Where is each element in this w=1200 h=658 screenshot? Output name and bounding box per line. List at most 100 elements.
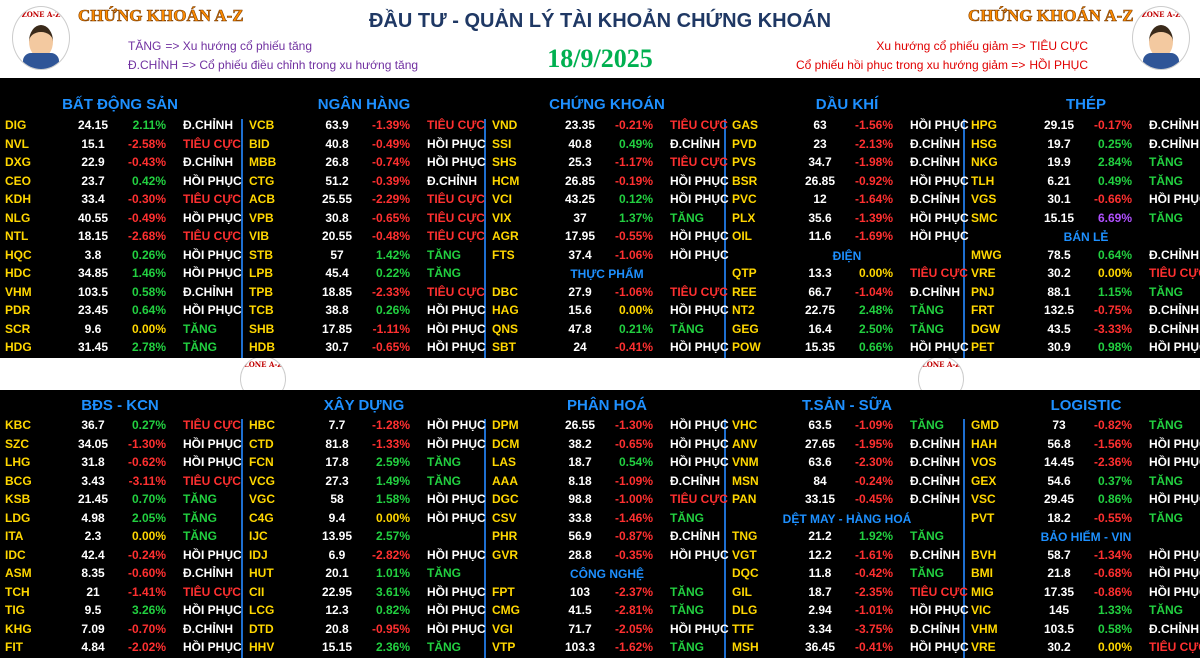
legend-text: Cổ phiếu hồi phục trong xu hướng giảm =>: [795, 58, 1026, 72]
price: 63: [813, 118, 827, 132]
ticker: NVL: [5, 136, 29, 151]
change: -1.09%: [614, 473, 653, 488]
price: 12.3: [325, 603, 349, 617]
legend-line: Đ.CHỈNH => Cổ phiếu điều chỉnh trong xu h…: [128, 57, 418, 73]
status: TIÊU CỰC: [427, 118, 485, 132]
change: 0.25%: [1097, 136, 1132, 151]
change: -1.09%: [854, 418, 893, 432]
status: HỒI PHỤC: [670, 547, 729, 562]
ticker: VGI: [492, 621, 513, 636]
change: 0.22%: [375, 266, 410, 280]
status: Đ.CHỈNH: [1149, 118, 1199, 132]
change: 1.15%: [1097, 284, 1132, 299]
price: 25.3: [568, 155, 592, 169]
ticker: OIL: [732, 229, 752, 243]
logo: ZONE A-Z: [12, 6, 70, 70]
status: HỒI PHỤC: [183, 603, 242, 617]
legend-key: TĂNG: [128, 39, 162, 53]
status: HỒI PHỤC: [183, 640, 242, 654]
ticker: HUT: [249, 566, 274, 580]
status: TĂNG: [427, 566, 461, 580]
section-title: NGÂN HÀNG: [317, 96, 411, 113]
price: 145: [1048, 603, 1070, 617]
price: 54.6: [1047, 473, 1071, 488]
ticker: FRT: [971, 303, 995, 317]
price: 81.8: [325, 436, 349, 451]
section-title: T.SẢN - SỮA: [802, 397, 892, 414]
change: -2.29%: [371, 192, 410, 206]
change: 0.54%: [618, 455, 653, 469]
change: -2.58%: [127, 136, 166, 151]
ticker: POW: [732, 340, 761, 354]
change: -1.00%: [614, 492, 653, 506]
section-title: BẤT ĐỘNG SẢN: [62, 96, 178, 113]
status: Đ.CHỈNH: [183, 284, 233, 299]
ticker: MSH: [732, 640, 759, 654]
price: 56.8: [1047, 436, 1071, 451]
status: Đ.CHỈNH: [183, 118, 233, 132]
ticker: HQC: [5, 247, 32, 262]
status: TĂNG: [427, 640, 461, 654]
ticker: VND: [492, 118, 518, 132]
ticker: HCM: [492, 173, 520, 188]
price: 12.2: [808, 547, 832, 562]
change: -1.30%: [127, 436, 166, 451]
change: -1.56%: [1093, 436, 1132, 451]
price: 4.98: [81, 510, 105, 525]
ticker: SBT: [492, 340, 516, 354]
status: HỒI PHỤC: [183, 247, 242, 262]
legend-left: TĂNG => Xu hướng cổ phiếu tăng Đ.CHỈNH => C…: [128, 38, 418, 76]
ticker: C4G: [249, 510, 274, 525]
price: 40.8: [325, 136, 349, 151]
status: TĂNG: [670, 640, 704, 654]
change: 0.49%: [1097, 173, 1132, 188]
change: 2.11%: [132, 118, 166, 132]
price: 13.95: [321, 529, 353, 543]
price: 22.9: [81, 155, 105, 169]
status: HỒI PHỤC: [427, 510, 486, 525]
status: HỒI PHỤC: [183, 547, 242, 562]
price: 29.45: [1043, 492, 1075, 506]
change: -0.17%: [1093, 118, 1132, 132]
ticker: TCB: [249, 303, 274, 317]
status: HỒI PHỤC: [427, 547, 486, 562]
section-title: DỆT MAY - HÀNG HOÁ: [782, 511, 912, 526]
price: 23: [813, 136, 827, 151]
status: TĂNG: [1149, 210, 1183, 225]
status: TĂNG: [1149, 603, 1183, 617]
price: 7.7: [328, 418, 346, 432]
ticker: VCG: [249, 473, 276, 488]
ticker: GEX: [971, 473, 997, 488]
status: TIÊU CỰC: [183, 229, 241, 243]
change: 0.00%: [618, 303, 653, 317]
legend-key: Đ.CHỈNH: [128, 58, 178, 72]
status: HỒI PHỤC: [183, 173, 242, 188]
price: 9.4: [328, 510, 346, 525]
price: 31.45: [77, 340, 109, 354]
price: 21: [86, 584, 100, 599]
price: 56.9: [568, 529, 592, 543]
status: HỒI PHỤC: [427, 621, 486, 636]
change: -0.86%: [1093, 584, 1132, 599]
status: HỒI PHỤC: [670, 173, 729, 188]
status: TIÊU CỰC: [183, 192, 241, 206]
price: 38.8: [325, 303, 349, 317]
status: TĂNG: [427, 455, 461, 469]
price: 7.09: [81, 621, 105, 636]
change: 0.00%: [858, 266, 893, 280]
status: HỒI PHỤC: [670, 455, 729, 469]
ticker: CEO: [5, 173, 32, 188]
change: 0.58%: [131, 284, 166, 299]
price: 88.1: [1047, 284, 1071, 299]
status: TIÊU CỰC: [910, 266, 968, 280]
ticker: VCB: [249, 118, 275, 132]
price: 63.5: [808, 418, 832, 432]
change: 0.00%: [131, 529, 166, 543]
section-title: BĐS - KCN: [81, 397, 159, 414]
ticker: HDC: [5, 266, 31, 280]
ticker: AGR: [492, 229, 519, 243]
price: 34.7: [808, 155, 832, 169]
change: -0.49%: [371, 136, 410, 151]
ticker: HPG: [971, 118, 998, 132]
price: 26.85: [804, 173, 836, 188]
